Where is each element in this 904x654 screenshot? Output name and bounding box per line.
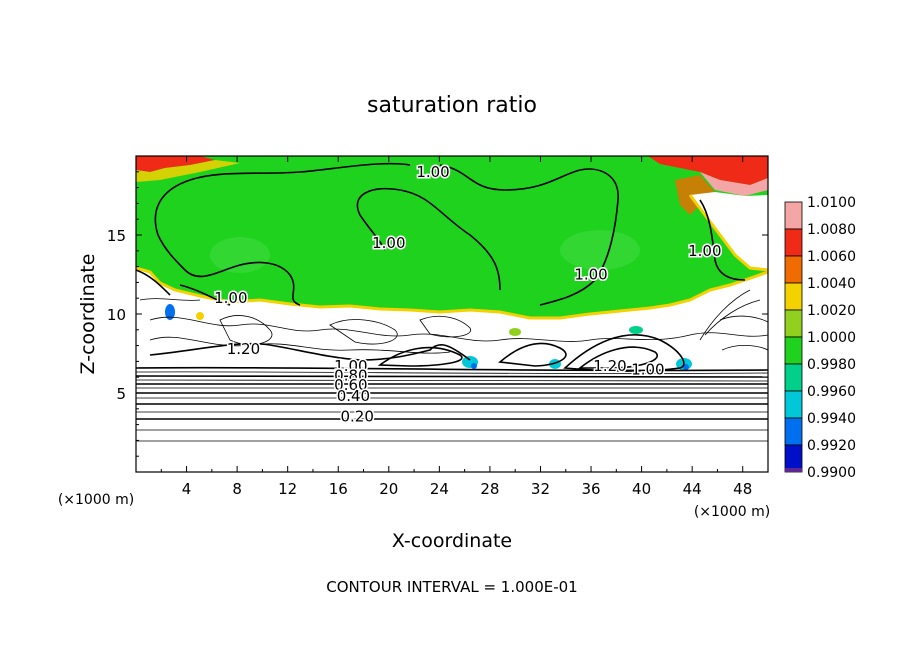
x-axis: 4 8 12 16 20 24 28 32 36 40 44 48	[160, 156, 752, 498]
colorbar-label: 1.0060	[807, 249, 856, 265]
x-tick-label: 8	[232, 480, 242, 498]
yellow-rim	[136, 266, 768, 320]
y-tick-label: 5	[116, 385, 126, 403]
contour-label: 1.20	[593, 357, 626, 375]
spot-green	[509, 328, 521, 336]
contour-label: 1.00	[372, 234, 405, 252]
colorbar-swatch	[784, 444, 803, 473]
colorbar-label: 0.9900	[807, 465, 856, 481]
colorbar-swatch	[784, 336, 803, 365]
x-axis-label: X-coordinate	[392, 530, 512, 552]
y-units-label: (×1000 m)	[58, 492, 134, 508]
x-tick-label: 32	[531, 480, 550, 498]
x-tick-label: 40	[632, 480, 651, 498]
contour-label: 1.00	[214, 289, 247, 307]
colorbar-swatch	[784, 363, 803, 392]
contour-label: 0.60	[334, 376, 367, 394]
colorbar-label: 0.9980	[807, 357, 856, 373]
y-axis-label: Z-coordinate	[77, 254, 99, 375]
spot-green	[629, 326, 643, 334]
red-patch-left	[136, 156, 215, 172]
x-tick-label: 36	[581, 480, 600, 498]
colorbar-swatch	[784, 255, 803, 284]
contour-label: 0.80	[334, 367, 367, 385]
contour-label: 1.00	[334, 357, 367, 375]
contour-label: 1.00	[688, 242, 721, 260]
contour-label: 0.40	[337, 387, 370, 405]
colorbar-end-swatch	[785, 468, 802, 472]
colorbar-swatch	[784, 309, 803, 338]
x-tick-label: 28	[480, 480, 499, 498]
x-tick-label: 44	[683, 480, 702, 498]
colorbar-label: 1.0040	[807, 276, 856, 292]
x-units-label: (×1000 m)	[694, 504, 770, 520]
y-axis: 5 10 15	[107, 171, 768, 457]
red-patch-right	[648, 156, 768, 185]
x-tick-label: 48	[733, 480, 752, 498]
colorbar-swatch	[784, 282, 803, 311]
spot-blue	[165, 304, 175, 320]
contour-lines	[136, 162, 746, 306]
horizontal-contours	[136, 366, 768, 442]
y-tick-label: 15	[107, 227, 126, 245]
plot-area	[136, 156, 768, 472]
spot-blue	[683, 364, 689, 370]
colorbar-swatch	[784, 201, 803, 230]
colorbar-label: 0.9960	[807, 384, 856, 400]
colorbar: 1.0100 1.0080 1.0060 1.0040 1.0020 1.0000 0.99…	[784, 195, 856, 481]
green-field	[136, 156, 768, 318]
yellow-rim-right	[688, 194, 768, 272]
chart-title: saturation ratio	[367, 93, 537, 118]
contour-interval-note: CONTOUR INTERVAL = 1.000E-01	[326, 578, 577, 596]
contour-label: 1.00	[416, 163, 449, 181]
colorbar-label: 1.0080	[807, 222, 856, 238]
white-gap-right	[690, 192, 768, 270]
x-tick-label: 12	[278, 480, 297, 498]
colorbar-label: 1.0000	[807, 330, 856, 346]
contour-label: 1.00	[631, 360, 664, 378]
x-tick-label: 16	[329, 480, 348, 498]
pink-patch-right	[700, 172, 768, 196]
field-blotch	[210, 237, 270, 273]
spot-blue	[471, 363, 477, 369]
contour-labels: 1.001.001.001.001.001.201.000.800.600.40…	[213, 161, 723, 427]
colorbar-label: 0.9940	[807, 411, 856, 427]
contour-label: 1.20	[227, 340, 260, 358]
field-blotch	[560, 230, 640, 270]
colorbar-label: 1.0100	[807, 195, 856, 211]
x-tick-label: 24	[430, 480, 449, 498]
spot-yellow	[196, 312, 204, 320]
colorbar-label: 1.0020	[807, 303, 856, 319]
colorbar-swatch	[784, 417, 803, 446]
colorbar-label: 0.9920	[807, 438, 856, 454]
contour-label: 0.20	[340, 408, 373, 426]
y-tick-label: 10	[107, 306, 126, 324]
orange-patch-left	[136, 160, 240, 182]
contour-label: 1.00	[574, 266, 607, 284]
colorbar-swatch	[784, 390, 803, 419]
x-tick-label: 20	[379, 480, 398, 498]
colorbar-swatch	[784, 228, 803, 257]
x-tick-label: 4	[182, 480, 192, 498]
